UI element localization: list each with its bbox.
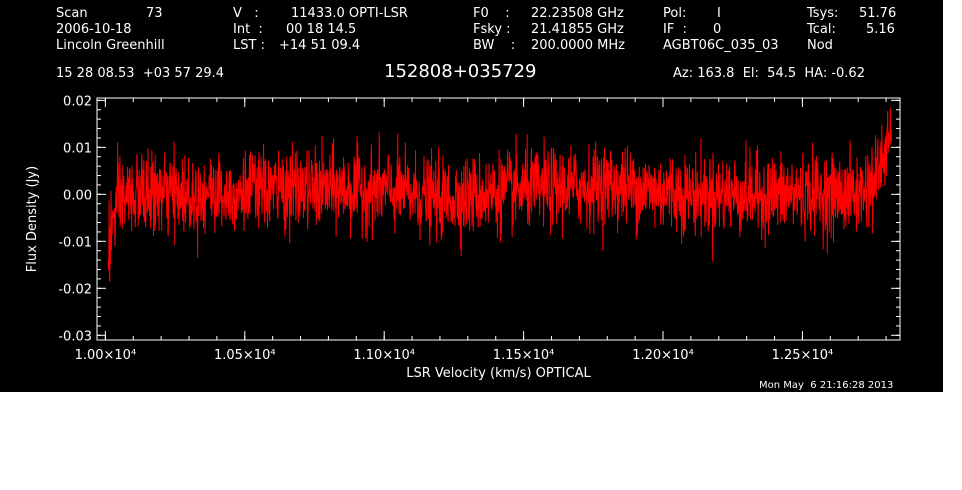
sky-frequency-value: 21.41855 GHz — [531, 22, 624, 37]
x-axis-title: LSR Velocity (km/s) OPTICAL — [406, 366, 591, 381]
y-tick-label: 0.02 — [63, 94, 92, 109]
observation-date: 2006-10-18 — [56, 22, 132, 37]
velocity-label: V : — [233, 6, 259, 21]
x-tick-label: 1.20×10⁴ — [632, 348, 694, 363]
az-el-ha: Az: 163.8 El: 54.5 HA: -0.62 — [673, 66, 865, 81]
scan-value: 73 — [146, 6, 163, 21]
x-tick-label: 1.15×10⁴ — [493, 348, 555, 363]
bandwidth-label: BW : — [473, 38, 516, 53]
y-tick-label: -0.02 — [58, 282, 92, 297]
if-label: IF : — [663, 22, 687, 37]
tcal-value: 5.16 — [866, 22, 895, 37]
polarization-value: I — [717, 6, 721, 21]
rest-frequency-label: F0 : — [473, 6, 510, 21]
plot-frame — [96, 97, 901, 341]
scan-label: Scan — [56, 6, 88, 21]
source-name: 152808+035729 — [384, 61, 537, 82]
integration-label: Int : — [233, 22, 263, 37]
polarization-label: Pol: — [663, 6, 687, 21]
y-tick-label: -0.01 — [58, 235, 92, 250]
bandwidth-value: 200.0000 MHz — [531, 38, 625, 53]
y-tick-label: 0.00 — [63, 188, 92, 203]
x-tick-label: 1.25×10⁴ — [772, 348, 834, 363]
project-id: AGBT06C_035_03 — [663, 38, 779, 53]
tsys-value: 51.76 — [859, 6, 897, 21]
y-tick-label: -0.03 — [58, 329, 92, 344]
x-tick-label: 1.10×10⁴ — [353, 348, 415, 363]
source-coordinates: 15 28 08.53 +03 57 29.4 — [56, 66, 225, 81]
spectrum-plot-window: Scan 73 2006-10-18 Lincoln Greenhill V :… — [0, 0, 943, 392]
observer-name: Lincoln Greenhill — [56, 38, 165, 53]
observing-mode: Nod — [807, 38, 833, 53]
tsys-label: Tsys: — [807, 6, 839, 21]
lst-value: +14 51 09.4 — [279, 38, 361, 53]
if-value: 0 — [713, 22, 722, 37]
rest-frequency-value: 22.23508 GHz — [531, 6, 624, 21]
integration-value: 00 18 14.5 — [286, 22, 357, 37]
plot-timestamp: Mon May 6 21:16:28 2013 — [759, 380, 894, 391]
velocity-value: 11433.0 OPTI-LSR — [291, 6, 408, 21]
x-tick-label: 1.00×10⁴ — [75, 348, 137, 363]
x-tick-label: 1.05×10⁴ — [214, 348, 276, 363]
tcal-label: Tcal: — [807, 22, 836, 37]
spectrum-trace — [107, 107, 893, 282]
lst-label: LST : — [233, 38, 265, 53]
spectrum-chart: 1.00×10⁴ 1.05×10⁴ 1.10×10⁴ 1.15×10⁴ 1.20×10⁴… — [25, 94, 901, 381]
y-tick-label: 0.01 — [63, 141, 92, 156]
sky-frequency-label: Fsky : — [473, 22, 511, 37]
y-axis-title: Flux Density (Jy) — [25, 166, 40, 272]
